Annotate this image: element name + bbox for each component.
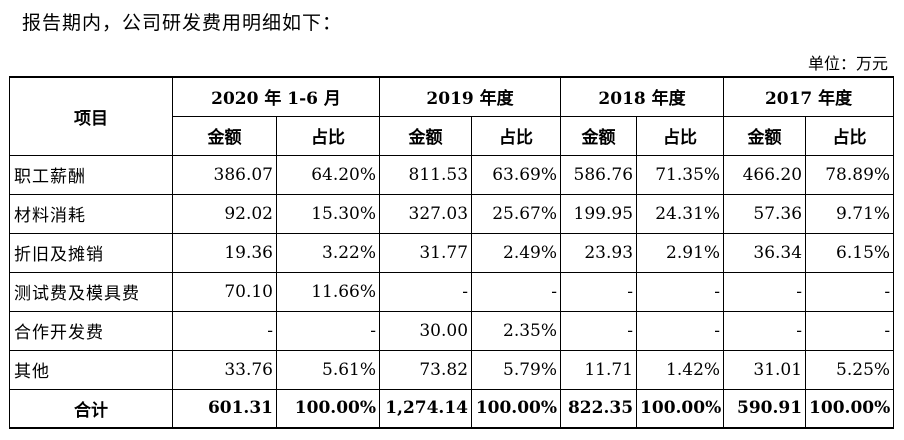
amount-cell: - (560, 271, 638, 312)
amount-cell: 92.02 (172, 193, 277, 234)
total-row: 合计 601.31 100.00% 1,274.14 100.00% 822.35 100.… (9, 388, 895, 429)
period-header: 2020 年 1-6 月 (171, 76, 381, 117)
ratio-cell: 1.42% (636, 349, 725, 390)
total-amount-cell: 590.91 (723, 388, 807, 429)
amount-cell: 327.03 (379, 193, 473, 234)
amount-cell: 199.95 (560, 193, 638, 234)
ratio-cell: 5.79% (471, 349, 562, 390)
total-amount-cell: 601.31 (172, 388, 277, 429)
amount-cell: 57.36 (723, 193, 807, 234)
table-row: 折旧及摊销 19.36 3.22% 31.77 2.49% 23.93 2.91% 36.34… (9, 232, 895, 273)
amount-header: 金额 (560, 115, 638, 156)
table-row: 材料消耗 92.02 15.30% 327.03 25.67% 199.95 24.31% 5… (9, 193, 895, 234)
row-label: 折旧及摊销 (9, 232, 173, 273)
total-ratio-cell: 100.00% (275, 388, 381, 429)
ratio-cell: 6.15% (805, 232, 895, 273)
amount-cell: 23.93 (560, 232, 638, 273)
ratio-header: 占比 (805, 115, 895, 156)
rd-expense-table: 项目 2020 年 1-6 月 2019 年度 2018 年度 2017 年度 … (9, 76, 895, 429)
header-row-sub: 金额 占比 金额 占比 金额 占比 金额 占比 (10, 115, 895, 156)
amount-cell: 466.20 (723, 154, 807, 195)
table-row: 其他 33.76 5.61% 73.82 5.79% 11.71 1.42% 31.01 5.2… (9, 349, 895, 390)
amount-cell: 811.53 (379, 154, 473, 195)
table-row: 测试费及模具费 70.10 11.66% - - - - - - (9, 271, 895, 312)
amount-cell: 33.76 (172, 349, 277, 390)
ratio-cell: - (275, 310, 381, 351)
table-row: 职工薪酬 386.07 64.20% 811.53 63.69% 586.76 71.35%… (9, 154, 895, 195)
amount-cell: 73.82 (379, 349, 473, 390)
row-label: 合作开发费 (9, 310, 173, 351)
ratio-cell: - (636, 310, 725, 351)
ratio-cell: - (805, 271, 895, 312)
amount-cell: 586.76 (560, 154, 638, 195)
row-label: 材料消耗 (9, 193, 173, 234)
ratio-cell: 25.67% (471, 193, 562, 234)
ratio-cell: 5.61% (275, 349, 381, 390)
total-label: 合计 (9, 388, 173, 429)
row-label: 测试费及模具费 (9, 271, 173, 312)
ratio-cell: 2.35% (471, 310, 562, 351)
ratio-header: 占比 (275, 115, 381, 156)
item-header: 项目 (9, 76, 173, 156)
intro-text: 报告期内，公司研发费用明细如下： (22, 12, 343, 34)
amount-cell: - (379, 271, 473, 312)
ratio-cell: 78.89% (805, 154, 895, 195)
ratio-cell: - (805, 310, 895, 351)
ratio-cell: - (471, 271, 562, 312)
ratio-cell: 63.69% (471, 154, 562, 195)
ratio-cell: 9.71% (805, 193, 895, 234)
total-amount-cell: 1,274.14 (379, 388, 473, 429)
amount-cell: 31.77 (379, 232, 473, 273)
table-row: 合作开发费 - -30.00 2.35% - - - - (9, 310, 895, 351)
ratio-cell: 71.35% (636, 154, 725, 195)
amount-cell: - (172, 310, 277, 351)
row-label: 其他 (9, 349, 173, 390)
ratio-header: 占比 (471, 115, 562, 156)
ratio-cell: 2.49% (471, 232, 562, 273)
ratio-cell: 3.22% (275, 232, 381, 273)
amount-cell: 31.01 (723, 349, 807, 390)
amount-cell: 70.10 (172, 271, 277, 312)
ratio-cell: - (636, 271, 725, 312)
ratio-cell: 2.91% (636, 232, 725, 273)
ratio-cell: 11.66% (275, 271, 381, 312)
period-header: 2017 年度 (723, 76, 895, 117)
amount-cell: 11.71 (560, 349, 638, 390)
period-header: 2018 年度 (560, 76, 725, 117)
ratio-header: 占比 (636, 115, 725, 156)
ratio-cell: 5.25% (805, 349, 895, 390)
ratio-cell: 15.30% (275, 193, 381, 234)
amount-cell: 30.00 (379, 310, 473, 351)
ratio-cell: 24.31% (636, 193, 725, 234)
amount-header: 金额 (172, 115, 277, 156)
period-header: 2019 年度 (379, 76, 562, 117)
amount-header: 金额 (723, 115, 807, 156)
total-ratio-cell: 100.00% (471, 388, 562, 429)
total-ratio-cell: 100.00% (805, 388, 895, 429)
header-row-periods: 项目 2020 年 1-6 月 2019 年度 2018 年度 2017 年度 (9, 76, 895, 156)
amount-cell: - (560, 310, 638, 351)
ratio-cell: 64.20% (275, 154, 381, 195)
amount-cell: 386.07 (172, 154, 277, 195)
amount-cell: 19.36 (172, 232, 277, 273)
amount-header: 金额 (379, 115, 473, 156)
amount-cell: - (723, 271, 807, 312)
total-ratio-cell: 100.00% (636, 388, 725, 429)
total-amount-cell: 822.35 (560, 388, 638, 429)
unit-label: 单位：万元 (807, 54, 888, 73)
amount-cell: - (723, 310, 807, 351)
amount-cell: 36.34 (723, 232, 807, 273)
row-label: 职工薪酬 (9, 154, 173, 195)
